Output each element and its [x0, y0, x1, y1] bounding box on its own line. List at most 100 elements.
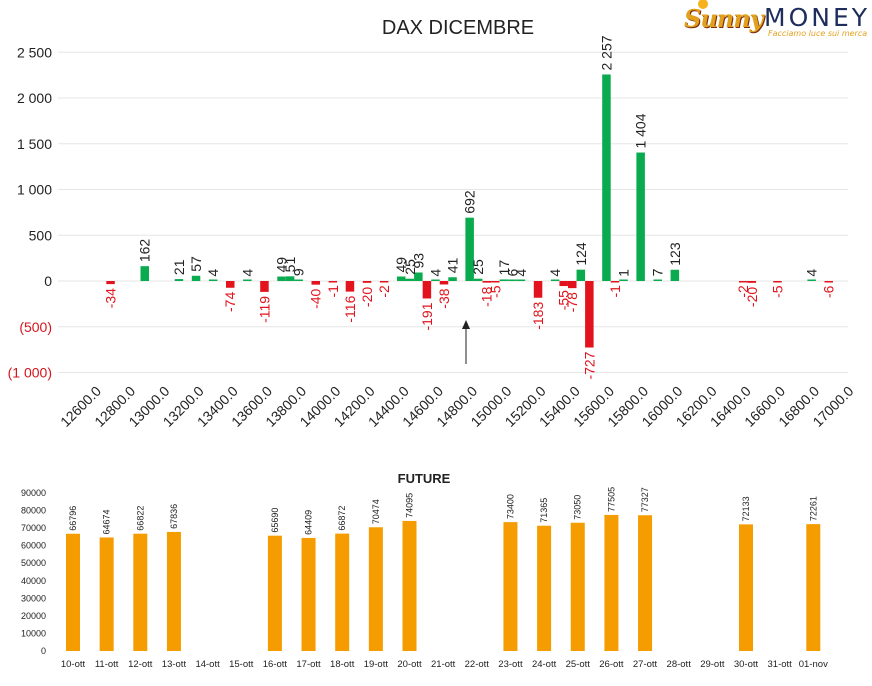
- future-data-label: 73400: [505, 494, 515, 519]
- dax-bar: [405, 278, 415, 281]
- future-data-label: 66822: [135, 506, 145, 531]
- dax-data-label: 1: [616, 269, 632, 277]
- future-y-tick-label: 50000: [21, 558, 46, 568]
- chart-title: DAX DICEMBRE: [382, 17, 534, 39]
- dax-data-label: -727: [581, 351, 597, 379]
- y-tick-label: 1 000: [17, 182, 52, 198]
- future-x-tick-label: 28-ott: [667, 659, 692, 670]
- dax-bar: [174, 279, 184, 281]
- sun-icon: [698, 0, 708, 9]
- future-y-tick-label: 0: [41, 646, 46, 656]
- dax-data-label: -40: [308, 288, 324, 308]
- future-bar: [537, 525, 552, 651]
- dax-bar: [431, 279, 440, 281]
- future-bar: [99, 537, 114, 651]
- dax-data-label: -18: [479, 286, 495, 306]
- dax-dicembre-chart: DAX DICEMBRE 2 500 2 000 1 500 1 000 500 0 (50…: [8, 17, 857, 430]
- future-x-tick-label: 14-ott: [195, 659, 220, 670]
- dax-bar: [448, 277, 457, 281]
- future-bar: [402, 520, 417, 651]
- future-data-label: 65690: [270, 508, 280, 533]
- y-tick-label: (1 000): [8, 365, 52, 381]
- dax-bar: [533, 281, 543, 298]
- y-tick-label: (500): [19, 319, 52, 335]
- dax-bar: [602, 74, 611, 281]
- future-bar: [301, 537, 316, 651]
- dax-bar: [491, 281, 500, 283]
- future-bar: [267, 535, 282, 651]
- y-tick-label: 2 000: [17, 90, 52, 106]
- dax-data-label: 2 257: [598, 35, 614, 70]
- dax-bar: [610, 281, 620, 283]
- dax-bar: [550, 279, 560, 281]
- dax-data-label: 9: [291, 268, 307, 276]
- future-data-label: 64674: [102, 509, 112, 534]
- future-bar: [166, 531, 181, 651]
- dax-data-label: 21: [171, 259, 187, 275]
- dax-bar: [824, 281, 833, 283]
- future-x-tick-label: 16-ott: [263, 659, 288, 670]
- future-data-label: 70474: [371, 499, 381, 524]
- future-x-tick-label: 25-ott: [566, 659, 591, 670]
- dax-data-label: 51: [282, 257, 298, 273]
- future-x-tick-label: 10-ott: [61, 659, 86, 670]
- dax-data-label: -1: [325, 285, 341, 298]
- dax-data-label: -116: [342, 295, 358, 322]
- logo-money: MONEY: [764, 3, 871, 32]
- dax-data-label: 57: [188, 256, 204, 272]
- dax-data-label: 1 404: [633, 113, 649, 148]
- dax-data-label: -74: [222, 292, 238, 312]
- dax-data-label: -5: [769, 285, 785, 298]
- future-data-label: 77505: [606, 487, 616, 512]
- dax-bar: [379, 281, 389, 283]
- future-x-tick-label: 17-ott: [296, 659, 321, 670]
- arrow-annotation: [462, 320, 470, 364]
- dax-bar: [362, 281, 372, 283]
- dax-bar: [508, 279, 517, 281]
- future-x-tick-label: 13-ott: [162, 659, 187, 670]
- future-bar: [133, 533, 148, 651]
- dax-bar: [397, 276, 406, 281]
- dax-data-label: 17: [496, 260, 512, 276]
- dax-data-label: -2: [376, 285, 392, 298]
- dax-data-label: 4: [239, 269, 255, 277]
- dax-data-label: 4: [427, 269, 443, 277]
- future-x-tick-label: 21-ott: [431, 659, 456, 670]
- dax-data-label: 93: [410, 253, 426, 269]
- future-x-tick-label: 26-ott: [599, 659, 624, 670]
- dax-data-label: -20: [359, 287, 375, 307]
- dax-bar: [747, 281, 757, 283]
- future-x-tick-label: 01-nov: [799, 659, 828, 670]
- dax-data-label: 41: [445, 257, 461, 273]
- dax-bar: [670, 269, 680, 281]
- future-x-tick-label: 27-ott: [633, 659, 658, 670]
- dax-data-label: -20: [744, 287, 760, 307]
- future-x-tick-label: 19-ott: [364, 659, 389, 670]
- dax-bar: [773, 281, 782, 283]
- dax-data-label: 25: [470, 259, 486, 275]
- future-x-tick-label: 18-ott: [330, 659, 355, 670]
- future-data-label: 72133: [741, 496, 751, 521]
- future-bar: [638, 515, 653, 651]
- future-y-tick-label: 40000: [21, 576, 46, 586]
- dax-bar: [140, 266, 149, 281]
- future-data-label: 66796: [68, 506, 78, 531]
- dax-data-label: -2: [735, 285, 751, 298]
- dax-data-label: -5: [487, 285, 503, 298]
- future-bar: [806, 524, 821, 651]
- future-y-tick-label: 80000: [21, 506, 46, 516]
- dax-bar: [414, 272, 423, 281]
- dax-data-label: -6: [821, 285, 837, 298]
- future-data-label: 73050: [573, 495, 583, 520]
- dax-bar: [208, 279, 218, 281]
- future-data-label: 77327: [640, 487, 650, 512]
- future-chart: FUTURE 0 10000 20000 30000 40000 50000 60000 70…: [21, 471, 828, 670]
- dax-bar: [576, 269, 586, 281]
- future-data-label: 74095: [405, 493, 415, 518]
- future-data-label: 71365: [539, 498, 549, 523]
- dax-bar: [277, 276, 286, 281]
- future-data-label: 72261: [808, 496, 818, 521]
- dax-bar: [328, 281, 338, 283]
- dax-data-label: 692: [462, 190, 478, 214]
- future-data-label: 67836: [169, 504, 179, 529]
